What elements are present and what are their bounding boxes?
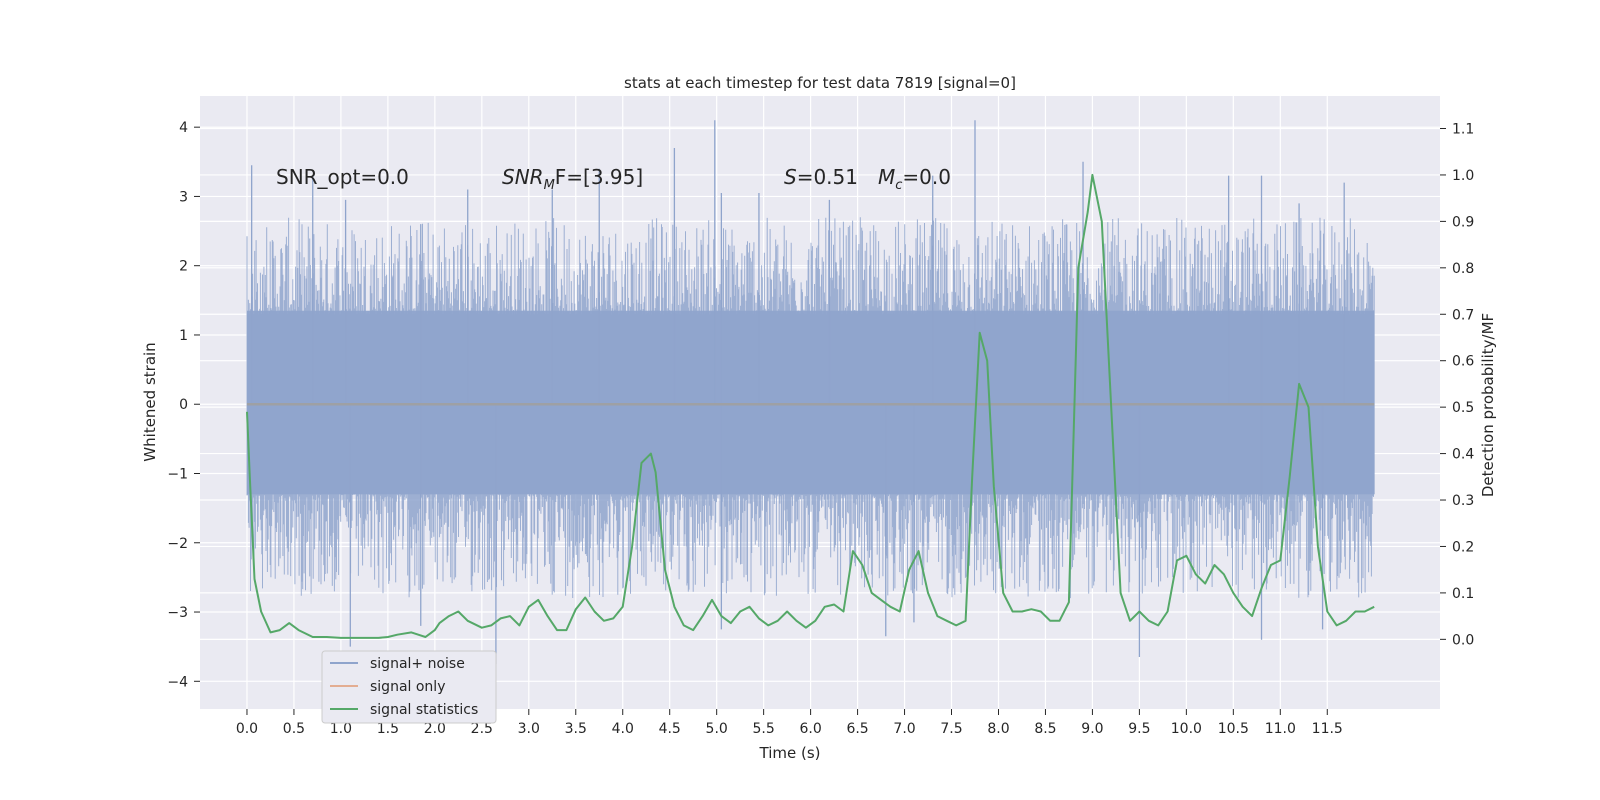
snr-mf-value: F=[3.95] [555,165,643,189]
right-y-tick-label: 0.7 [1452,307,1474,323]
legend-label-statistics: signal statistics [370,702,478,718]
x-axis-title: Time (s) [759,744,821,762]
mc-subscript: c [895,178,902,193]
left-y-tick-label: −1 [167,466,188,482]
x-tick-label: 1.0 [330,721,352,737]
x-tick-label: 3.5 [565,721,587,737]
legend: signal+ noise signal only signal statist… [321,650,497,724]
right-y-tick-label: 0.3 [1452,493,1474,509]
x-tick-label: 10.5 [1218,721,1249,737]
right-y-tick-label: 0.2 [1452,539,1474,555]
left-y-tick-label: 2 [179,259,188,275]
x-tick-label: 3.0 [518,721,540,737]
snr-mf-symbol: SNR [502,165,544,189]
mc-symbol: M [878,165,895,189]
legend-box [321,650,497,724]
right-y-tick-label: 1.1 [1452,122,1474,138]
left-y-tick-label: 3 [179,189,188,205]
x-tick-label: 6.5 [846,721,868,737]
x-tick-label: 7.0 [893,721,915,737]
left-y-tick-label: 4 [179,120,188,136]
right-y-tick-label: 0.4 [1452,447,1474,463]
snr-mf-subscript: M [544,178,555,193]
s-symbol: S [784,165,797,189]
s-value: =0.51 [797,165,858,189]
statistics-line [246,173,1375,639]
right-y-axis-title: Detection probability/MF [1479,313,1497,497]
right-y-tick-label: 0.9 [1452,214,1474,230]
x-tick-label: 0.0 [236,721,258,737]
x-tick-label: 4.5 [659,721,681,737]
right-y-tick-label: 0.1 [1452,586,1474,602]
right-y-axis-ticks: 1.1 1.0 0.9 0.8 0.7 0.6 0.5 0.4 0.3 0.2 0.1 0.0 [1440,122,1474,648]
left-y-tick-label: 1 [179,328,188,344]
x-tick-label: 0.5 [283,721,305,737]
x-tick-label: 2.5 [471,721,493,737]
left-y-axis-title: Whitened strain [141,342,159,461]
legend-label-noise: signal+ noise [370,656,465,672]
x-tick-label: 9.0 [1081,721,1103,737]
x-tick-label: 8.0 [987,721,1009,737]
annotation-snr-opt: SNR_opt=0.0 [276,165,409,189]
x-axis-ticks: 0.0 0.5 1.0 1.5 2.0 2.5 3.0 3.5 4.0 4.5 5.0 5.5 6.0 6… [236,709,1343,737]
x-tick-label: 11.5 [1312,721,1343,737]
noise-core-band [246,310,1375,495]
annotation-snr-mf: SNRMF=[3.95] [502,165,643,193]
x-tick-label: 5.5 [753,721,775,737]
right-y-tick-label: 0.8 [1452,261,1474,277]
x-tick-label: 10.0 [1171,721,1202,737]
legend-label-signal-only: signal only [370,679,445,695]
right-y-tick-label: 0.6 [1452,354,1474,370]
right-y-tick-label: 0.0 [1452,632,1474,648]
statistics-series [246,173,1375,639]
x-tick-label: 4.0 [612,721,634,737]
noise-series [246,120,1375,664]
x-tick-label: 1.5 [377,721,399,737]
annotation-mc: Mc=0.0 [878,165,951,193]
left-y-tick-label: 0 [179,397,188,413]
x-tick-label: 2.0 [424,721,446,737]
left-y-axis-ticks: 4 3 2 1 0 −1 −2 −3 −4 [167,120,200,690]
x-tick-label: 8.5 [1034,721,1056,737]
annotation-s: S=0.51 [784,165,858,189]
x-tick-label: 11.0 [1265,721,1296,737]
left-y-tick-label: −4 [167,674,188,690]
right-y-tick-label: 1.0 [1452,168,1474,184]
right-y-tick-label: 0.5 [1452,400,1474,416]
left-y-tick-label: −2 [167,536,188,552]
left-y-tick-label: −3 [167,605,188,621]
x-tick-label: 6.0 [799,721,821,737]
x-tick-label: 7.5 [940,721,962,737]
mc-value: =0.0 [902,165,951,189]
chart-title: stats at each timestep for test data 781… [624,74,1016,92]
x-tick-label: 9.5 [1128,721,1150,737]
x-tick-label: 5.0 [706,721,728,737]
